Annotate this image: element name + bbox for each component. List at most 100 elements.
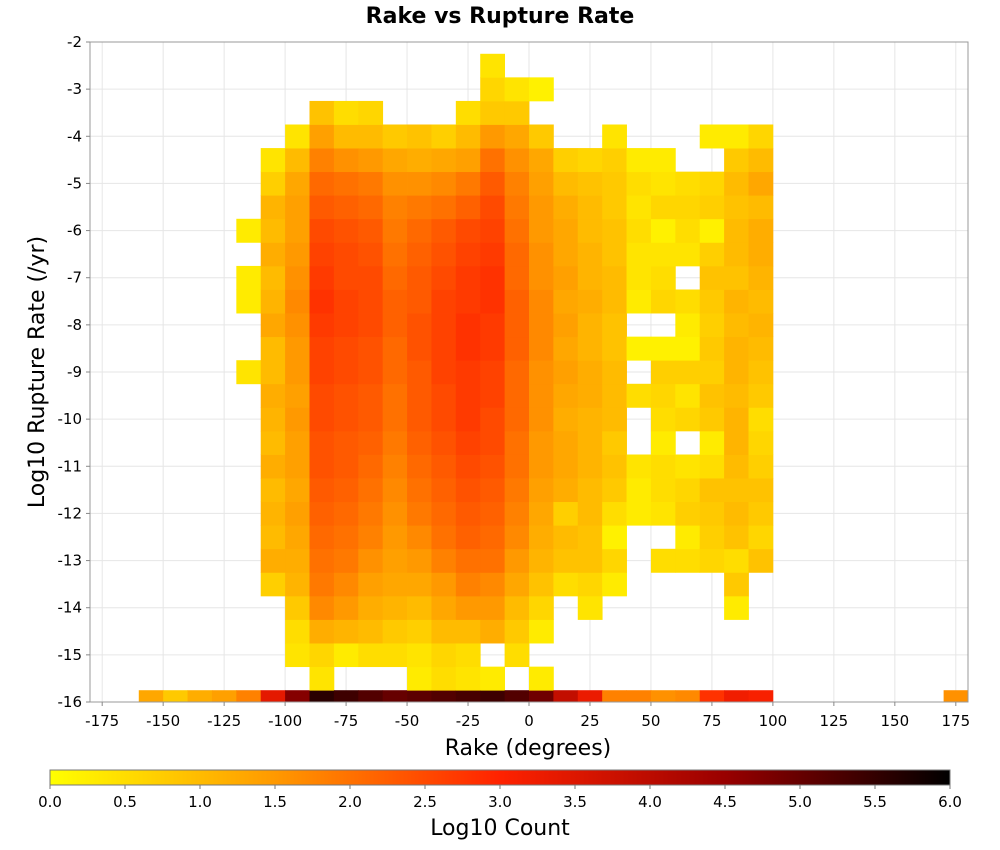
heatmap-cell	[431, 690, 457, 703]
heatmap-cell	[382, 454, 408, 479]
heatmap-cell	[309, 336, 335, 361]
heatmap-cell	[480, 77, 506, 102]
heatmap-cell	[504, 100, 530, 125]
heatmap-cell	[285, 643, 310, 668]
heatmap-cell	[577, 265, 603, 290]
heatmap-cell	[675, 501, 701, 526]
heatmap-cell	[748, 265, 774, 290]
heatmap-cell	[260, 360, 286, 385]
heatmap-cell	[650, 218, 676, 243]
heatmap-cell	[455, 643, 481, 668]
heatmap-cell	[577, 690, 603, 703]
heatmap-cell	[504, 195, 530, 220]
heatmap-cell	[285, 148, 310, 173]
heatmap-cell	[699, 124, 725, 149]
heatmap-cell	[455, 407, 481, 432]
heatmap-cell	[724, 407, 749, 432]
y-tick-label: -12	[58, 504, 83, 522]
heatmap-cell	[577, 430, 603, 455]
heatmap-cell	[504, 148, 530, 173]
heatmap-cell	[358, 265, 384, 290]
heatmap-cell	[309, 100, 335, 125]
heatmap-cell	[699, 430, 725, 455]
heatmap-cell	[480, 548, 506, 573]
heatmap-cell	[529, 690, 554, 703]
heatmap-cell	[553, 218, 579, 243]
colorbar-tick-label: 5.0	[788, 793, 812, 811]
heatmap-cell	[382, 690, 408, 703]
heatmap-cell	[577, 336, 603, 361]
y-tick-label: -9	[67, 363, 82, 381]
x-tick-label: 75	[702, 712, 721, 730]
heatmap-cell	[480, 454, 506, 479]
heatmap-cell	[480, 430, 506, 455]
heatmap-cell	[504, 454, 530, 479]
heatmap-cell	[724, 501, 749, 526]
heatmap-cell	[382, 124, 408, 149]
heatmap-cell	[407, 124, 432, 149]
heatmap-cell	[602, 265, 627, 290]
heatmap-cell	[358, 218, 384, 243]
heatmap-cell	[748, 454, 774, 479]
heatmap-cell	[529, 313, 554, 338]
heatmap-cell	[285, 313, 310, 338]
heatmap-cell	[285, 171, 310, 196]
heatmap-cell	[650, 454, 676, 479]
heatmap-cell	[407, 218, 432, 243]
heatmap-cell	[285, 195, 310, 220]
heatmap-cell	[431, 643, 457, 668]
heatmap-cell	[285, 572, 310, 597]
heatmap-cell	[407, 690, 432, 703]
heatmap-cell	[724, 360, 749, 385]
heatmap-cell	[577, 171, 603, 196]
heatmap-cell	[333, 218, 359, 243]
heatmap-cell	[309, 619, 335, 644]
heatmap-cell	[577, 313, 603, 338]
heatmap-cell	[699, 242, 725, 267]
y-tick-label: -13	[58, 552, 83, 570]
heatmap-cell	[455, 619, 481, 644]
heatmap-cell	[431, 242, 457, 267]
heatmap-cell	[382, 336, 408, 361]
colorbar-tick-label: 6.0	[938, 793, 962, 811]
heatmap-cell	[699, 336, 725, 361]
heatmap-cell	[650, 501, 676, 526]
colorbar-tick-label: 4.0	[638, 793, 662, 811]
heatmap-cell	[943, 690, 969, 703]
heatmap-cell	[309, 548, 335, 573]
heatmap-cell	[285, 430, 310, 455]
heatmap-cell	[358, 124, 384, 149]
x-tick-label: 125	[820, 712, 849, 730]
heatmap-cell	[407, 336, 432, 361]
heatmap-cell	[382, 171, 408, 196]
heatmap-cell	[724, 430, 749, 455]
heatmap-cell	[285, 383, 310, 408]
heatmap-cell	[724, 454, 749, 479]
heatmap-cell	[455, 100, 481, 125]
heatmap-cell	[529, 242, 554, 267]
heatmap-cell	[455, 548, 481, 573]
heatmap-cell	[333, 383, 359, 408]
heatmap-cell	[675, 548, 701, 573]
heatmap-cell	[309, 501, 335, 526]
heatmap-cell	[724, 195, 749, 220]
x-tick-label: -50	[395, 712, 420, 730]
heatmap-cell	[333, 501, 359, 526]
heatmap-cell	[529, 195, 554, 220]
heatmap-cell	[626, 171, 652, 196]
heatmap-cell	[285, 124, 310, 149]
heatmap-cell	[382, 643, 408, 668]
heatmap-cell	[699, 525, 725, 550]
heatmap-cell	[382, 595, 408, 620]
colorbar-tick-label: 1.5	[263, 793, 287, 811]
heatmap-cell	[650, 242, 676, 267]
heatmap-cell	[285, 242, 310, 267]
heatmap-cell	[529, 289, 554, 314]
heatmap-cell	[553, 360, 579, 385]
heatmap-cell	[504, 313, 530, 338]
heatmap-cell	[407, 454, 432, 479]
heatmap-cell	[553, 501, 579, 526]
heatmap-cell	[455, 360, 481, 385]
heatmap-cell	[260, 525, 286, 550]
heatmap-cell	[382, 195, 408, 220]
